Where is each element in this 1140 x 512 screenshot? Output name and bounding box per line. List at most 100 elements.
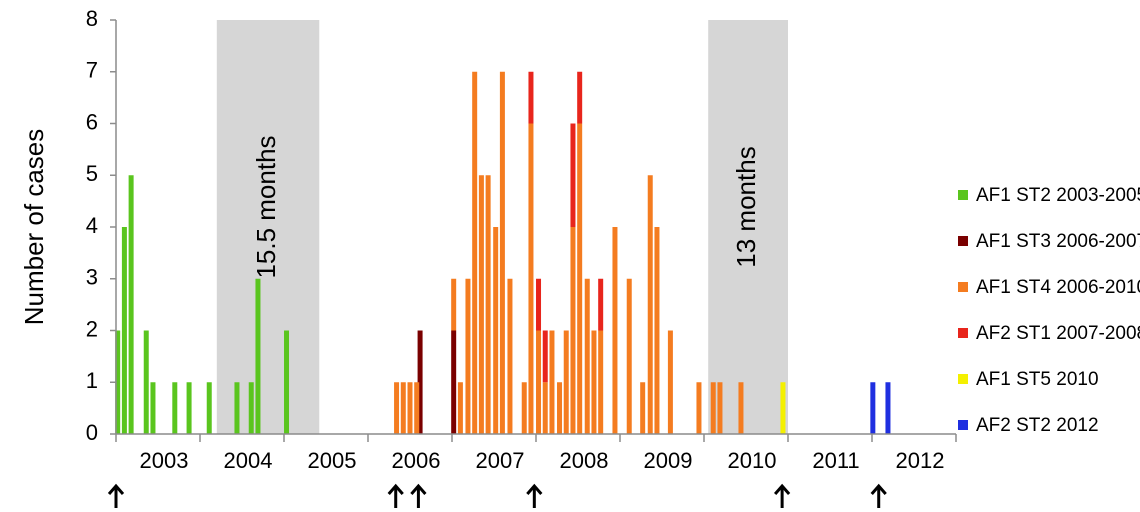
y-tick-label-5: 5	[86, 161, 98, 186]
bar-s2-15	[536, 330, 542, 434]
y-tick-label-1: 1	[86, 368, 98, 393]
bar-s5-1	[885, 382, 891, 434]
bar-s0-9	[248, 382, 254, 434]
bar-s0-8	[234, 382, 240, 434]
bar-s0-10	[255, 278, 261, 434]
legend-swatch-5	[958, 420, 968, 430]
bar-s3-3	[570, 123, 576, 227]
bar-s2-28	[647, 175, 653, 434]
bar-s2-34	[738, 382, 744, 434]
legend-swatch-0	[958, 190, 968, 200]
bar-s2-7	[472, 71, 478, 434]
y-tick-label-7: 7	[86, 58, 98, 83]
bar-s3-5	[598, 278, 604, 331]
x-year-label-6: 2009	[644, 448, 693, 473]
bar-s0-5	[172, 382, 178, 434]
bar-s0-1	[121, 227, 127, 434]
bar-s2-31	[696, 382, 702, 434]
arrow-up-icon-1	[387, 483, 404, 508]
legend-swatch-2	[958, 282, 968, 292]
bar-s2-9	[485, 175, 491, 434]
arrow-up-icon-2	[410, 483, 427, 508]
legend-label-4: AF1 ST5 2010	[976, 369, 1099, 390]
bar-s2-21	[577, 123, 583, 434]
x-year-label-3: 2006	[392, 448, 441, 473]
bar-s2-10	[493, 227, 499, 434]
gap-label-0: 15.5 months	[251, 135, 281, 278]
bar-s0-6	[186, 382, 192, 434]
bar-s2-12	[507, 278, 513, 434]
bar-s2-16	[542, 382, 548, 434]
bar-s3-2	[542, 330, 548, 383]
bar-s0-0	[115, 330, 121, 434]
legend-swatch-1	[958, 236, 968, 246]
bar-s2-24	[598, 330, 604, 434]
bar-s2-8	[478, 175, 484, 434]
y-tick-label-3: 3	[86, 265, 98, 290]
legend-swatch-4	[958, 374, 968, 384]
gap-region-1	[708, 20, 788, 434]
bar-s0-7	[206, 382, 212, 434]
legend-label-5: AF2 ST2 2012	[976, 415, 1099, 436]
bar-s2-18	[557, 382, 563, 434]
bar-s3-4	[577, 71, 583, 124]
legend-label-2: AF1 ST4 2006-2010	[976, 277, 1140, 298]
arrow-up-icon-0	[107, 483, 125, 508]
bar-s2-14	[528, 123, 534, 434]
bar-s2-0	[394, 382, 400, 434]
bar-s2-26	[626, 278, 632, 434]
bar-s3-1	[536, 278, 542, 331]
bar-s2-1	[400, 382, 406, 434]
x-year-label-7: 2010	[728, 448, 777, 473]
bar-s2-13	[521, 382, 527, 434]
bar-s2-19	[563, 330, 569, 434]
legend-label-3: AF2 ST1 2007-2008	[976, 323, 1140, 344]
bar-s2-3	[414, 382, 420, 434]
gap-region-0	[216, 20, 320, 434]
y-tick-label-0: 0	[86, 420, 98, 445]
gap-label-1: 13 months	[731, 146, 761, 267]
legend-label-1: AF1 ST3 2006-2007	[976, 231, 1140, 252]
bar-s3-0	[528, 71, 534, 124]
y-axis-title: Number of cases	[19, 129, 49, 326]
bar-s2-5	[457, 382, 463, 434]
bar-s2-27	[640, 382, 646, 434]
bar-s2-23	[591, 330, 597, 434]
y-tick-label-4: 4	[86, 213, 98, 238]
arrow-up-icon-4	[773, 483, 791, 508]
x-year-label-9: 2012	[896, 448, 945, 473]
arrow-up-icon-3	[526, 483, 543, 508]
x-year-label-4: 2007	[476, 448, 525, 473]
bar-s5-0	[870, 382, 876, 434]
bar-s2-4	[451, 278, 457, 331]
x-year-label-5: 2008	[560, 448, 609, 473]
bar-s2-6	[465, 278, 471, 434]
bar-s4-0	[780, 382, 786, 434]
bar-s0-3	[143, 330, 149, 434]
bar-s2-30	[667, 330, 673, 434]
legend-label-0: AF1 ST2 2003-2005	[976, 185, 1140, 206]
x-year-label-2: 2005	[308, 448, 357, 473]
bar-s0-2	[128, 175, 134, 434]
bar-s2-22	[584, 278, 590, 434]
y-tick-label-6: 6	[86, 109, 98, 134]
x-year-label-8: 2011	[812, 448, 859, 473]
bar-s2-33	[717, 382, 723, 434]
legend-swatch-3	[958, 328, 968, 338]
bar-s0-4	[150, 382, 156, 434]
bar-s2-25	[612, 227, 618, 434]
x-year-label-0: 2003	[140, 448, 189, 473]
bar-s2-17	[549, 330, 555, 434]
bar-s2-11	[499, 71, 505, 434]
x-year-label-1: 2004	[224, 448, 273, 473]
bar-s1-0	[417, 330, 423, 434]
arrow-up-icon-5	[870, 483, 887, 508]
bar-s1-1	[451, 330, 457, 434]
bar-s2-29	[654, 227, 660, 434]
y-tick-label-8: 8	[86, 6, 98, 31]
y-tick-label-2: 2	[86, 316, 98, 341]
bar-s2-2	[407, 382, 413, 434]
bar-s0-11	[284, 330, 290, 434]
